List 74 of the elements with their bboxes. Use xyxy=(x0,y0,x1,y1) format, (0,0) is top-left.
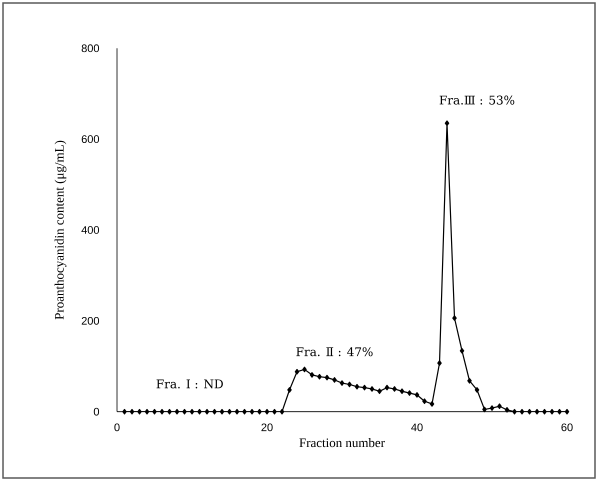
point xyxy=(280,408,284,414)
point xyxy=(204,408,210,414)
point xyxy=(137,408,142,414)
point xyxy=(354,384,360,390)
point xyxy=(370,386,374,392)
point xyxy=(144,408,150,414)
point xyxy=(242,408,247,414)
point xyxy=(310,372,314,378)
point xyxy=(452,315,457,321)
x-axis-title: Fraction number xyxy=(299,438,385,448)
point xyxy=(467,378,472,384)
y-tick-label: 200 xyxy=(82,316,100,325)
point xyxy=(212,408,217,414)
point xyxy=(482,406,487,412)
point xyxy=(190,408,194,414)
point xyxy=(430,401,434,407)
point xyxy=(460,348,464,354)
point xyxy=(497,403,502,410)
point xyxy=(520,408,524,414)
x-tick-label: 60 xyxy=(561,423,573,432)
point xyxy=(542,408,547,414)
y-tick-label: 600 xyxy=(82,135,100,144)
point xyxy=(167,408,172,414)
point xyxy=(400,388,404,394)
point xyxy=(227,408,232,414)
point xyxy=(287,387,292,393)
annotation: Fra. Ⅰ : ND xyxy=(156,380,223,388)
point xyxy=(512,408,517,414)
point xyxy=(414,392,420,398)
point xyxy=(564,408,570,414)
point xyxy=(527,408,532,414)
point xyxy=(294,368,300,375)
point xyxy=(234,408,240,414)
point xyxy=(250,408,254,414)
point xyxy=(437,360,442,366)
point xyxy=(340,380,344,386)
point xyxy=(272,408,277,414)
point xyxy=(377,388,382,394)
point xyxy=(152,408,157,414)
point xyxy=(174,408,180,414)
point xyxy=(317,374,322,380)
point xyxy=(130,408,134,414)
y-tick-label: 0 xyxy=(94,408,100,416)
x-tick-label: 20 xyxy=(261,423,273,432)
point xyxy=(504,407,510,413)
point xyxy=(407,390,412,396)
annotation: Fra.Ⅲ : 53% xyxy=(440,96,514,105)
point xyxy=(422,398,427,404)
point xyxy=(182,408,187,414)
point xyxy=(534,408,540,414)
point xyxy=(392,386,397,392)
point xyxy=(362,384,367,390)
point xyxy=(324,374,330,380)
x-tick-label: 0 xyxy=(114,423,120,432)
y-axis-title: Proanthocyanidin content (μg/mL) xyxy=(54,140,66,320)
point xyxy=(257,408,262,414)
point xyxy=(122,408,127,414)
point xyxy=(302,366,307,372)
y-tick-label: 800 xyxy=(82,44,100,52)
point xyxy=(220,408,224,414)
point xyxy=(384,384,390,390)
point xyxy=(347,382,352,388)
point xyxy=(444,120,450,126)
annotation: Fra. Ⅱ : 47% xyxy=(296,347,373,356)
point xyxy=(557,408,562,414)
point xyxy=(264,408,270,414)
point xyxy=(490,405,494,411)
point xyxy=(332,377,337,383)
x-tick-label: 40 xyxy=(411,423,423,432)
point xyxy=(474,387,480,393)
point xyxy=(550,408,554,414)
y-tick-label: 400 xyxy=(81,226,100,234)
point xyxy=(197,408,202,414)
point xyxy=(160,408,164,414)
